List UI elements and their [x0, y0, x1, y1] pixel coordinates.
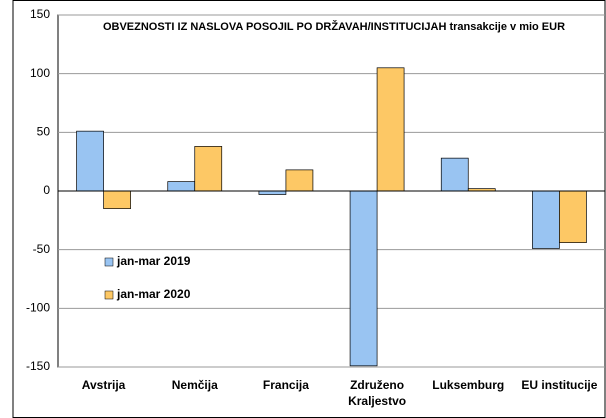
y-tick-label: 50 — [37, 125, 51, 139]
y-tick-label: -50 — [33, 242, 51, 256]
x-tick-label: Avstrija — [81, 378, 126, 392]
x-tick-label: Francija — [262, 378, 309, 392]
bar — [167, 181, 196, 192]
bar — [103, 190, 131, 209]
y-tick-label: -150 — [26, 359, 50, 373]
bar — [349, 190, 378, 367]
x-tick-label: EU institucije — [521, 378, 598, 392]
frame — [12, 0, 606, 418]
x-tick-label: Združeno Kraljestvo — [348, 378, 407, 408]
y-tick-label: 150 — [30, 7, 50, 21]
bar — [376, 67, 405, 192]
legend-swatch — [104, 290, 114, 300]
x-tick-label: Luksemburg — [432, 378, 505, 392]
legend-label: jan-mar 2020 — [116, 287, 191, 301]
y-tick-label: 100 — [30, 66, 50, 80]
x-tick-label: Nemčija — [171, 378, 218, 392]
legend-swatch — [104, 257, 114, 267]
bar — [440, 157, 469, 192]
bar — [532, 190, 560, 249]
bar — [76, 130, 104, 192]
y-tick-label: -100 — [26, 301, 50, 315]
bar — [194, 146, 223, 192]
legend-label: jan-mar 2019 — [116, 254, 191, 268]
bar — [258, 190, 287, 195]
chart-title: OBVEZNOSTI IZ NASLOVA POSOJIL PO DRŽAVAH… — [103, 20, 565, 33]
bar — [285, 169, 314, 192]
y-tick-label: 0 — [43, 183, 50, 197]
bar — [559, 190, 587, 243]
